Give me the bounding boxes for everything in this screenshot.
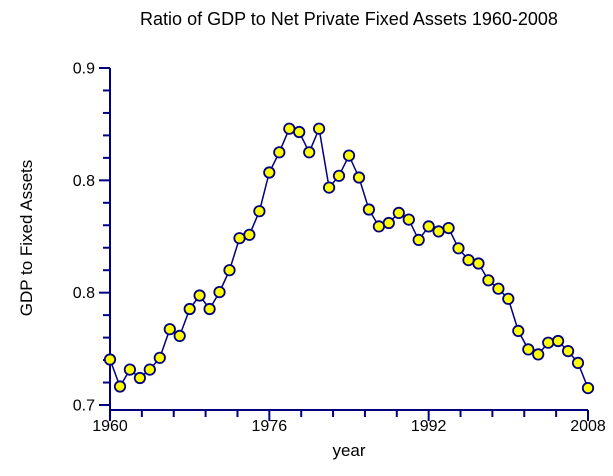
- data-point-1971: [213, 285, 226, 299]
- y-tick-label: 0.8: [73, 173, 95, 190]
- data-point-2004: [542, 336, 555, 349]
- x-tick-label: 1960: [92, 418, 128, 435]
- data-point-1961: [113, 380, 127, 393]
- y-tick-label: 0.7: [73, 398, 95, 415]
- x-axis-title: year: [332, 441, 366, 460]
- data-point-1962: [123, 363, 136, 376]
- data-point-1980: [303, 146, 316, 159]
- data-point-1964: [143, 363, 156, 376]
- data-point-1994: [442, 222, 455, 235]
- data-point-1966: [163, 323, 176, 336]
- data-point-1993: [432, 225, 445, 238]
- data-point-1992: [422, 220, 435, 233]
- data-point-1997: [472, 257, 485, 270]
- data-point-1968: [183, 302, 196, 316]
- data-point-1990: [402, 213, 415, 226]
- x-tick-label: 1992: [411, 418, 447, 435]
- data-point-1977: [273, 146, 286, 159]
- data-point-1991: [412, 233, 425, 246]
- data-point-1963: [133, 371, 146, 385]
- data-point-1985: [352, 171, 366, 184]
- data-point-1967: [173, 329, 186, 342]
- y-tick-label: 0.8: [73, 285, 95, 302]
- data-point-1986: [362, 203, 375, 216]
- data-point-1995: [452, 242, 465, 255]
- data-point-1976: [263, 166, 276, 179]
- data-point-2000: [502, 292, 515, 305]
- chart-title: Ratio of GDP to Net Private Fixed Assets…: [140, 9, 558, 29]
- x-tick-label: 1976: [252, 418, 288, 435]
- data-point-1974: [243, 228, 256, 241]
- data-line: [109, 126, 589, 389]
- data-point-1984: [342, 149, 356, 162]
- data-point-2006: [561, 344, 575, 358]
- data-point-2003: [532, 348, 545, 361]
- data-point-2007: [571, 356, 585, 369]
- data-point-2005: [551, 334, 565, 348]
- data-point-1987: [372, 220, 385, 233]
- data-point-1973: [233, 232, 246, 245]
- data-point-1999: [492, 282, 505, 295]
- data-point-1972: [223, 264, 236, 277]
- data-point-1965: [153, 351, 166, 364]
- data-point-1978: [283, 122, 296, 135]
- data-point-2002: [522, 343, 535, 356]
- data-point-1982: [322, 181, 336, 194]
- data-point-1996: [462, 254, 475, 267]
- data-point-1981: [312, 122, 326, 135]
- data-point-1998: [482, 274, 495, 287]
- data-point-1969: [193, 289, 206, 302]
- data-point-1970: [203, 302, 216, 316]
- data-point-1983: [332, 169, 346, 182]
- x-tick-label: 2008: [570, 418, 606, 435]
- data-point-2001: [512, 324, 525, 337]
- data-point-1960: [103, 353, 117, 366]
- data-point-1989: [392, 206, 405, 219]
- data-point-1979: [293, 125, 306, 139]
- data-point-1975: [253, 205, 266, 218]
- y-tick-label: 0.9: [73, 61, 95, 78]
- data-point-1988: [382, 216, 395, 230]
- data-point-2008: [581, 381, 595, 395]
